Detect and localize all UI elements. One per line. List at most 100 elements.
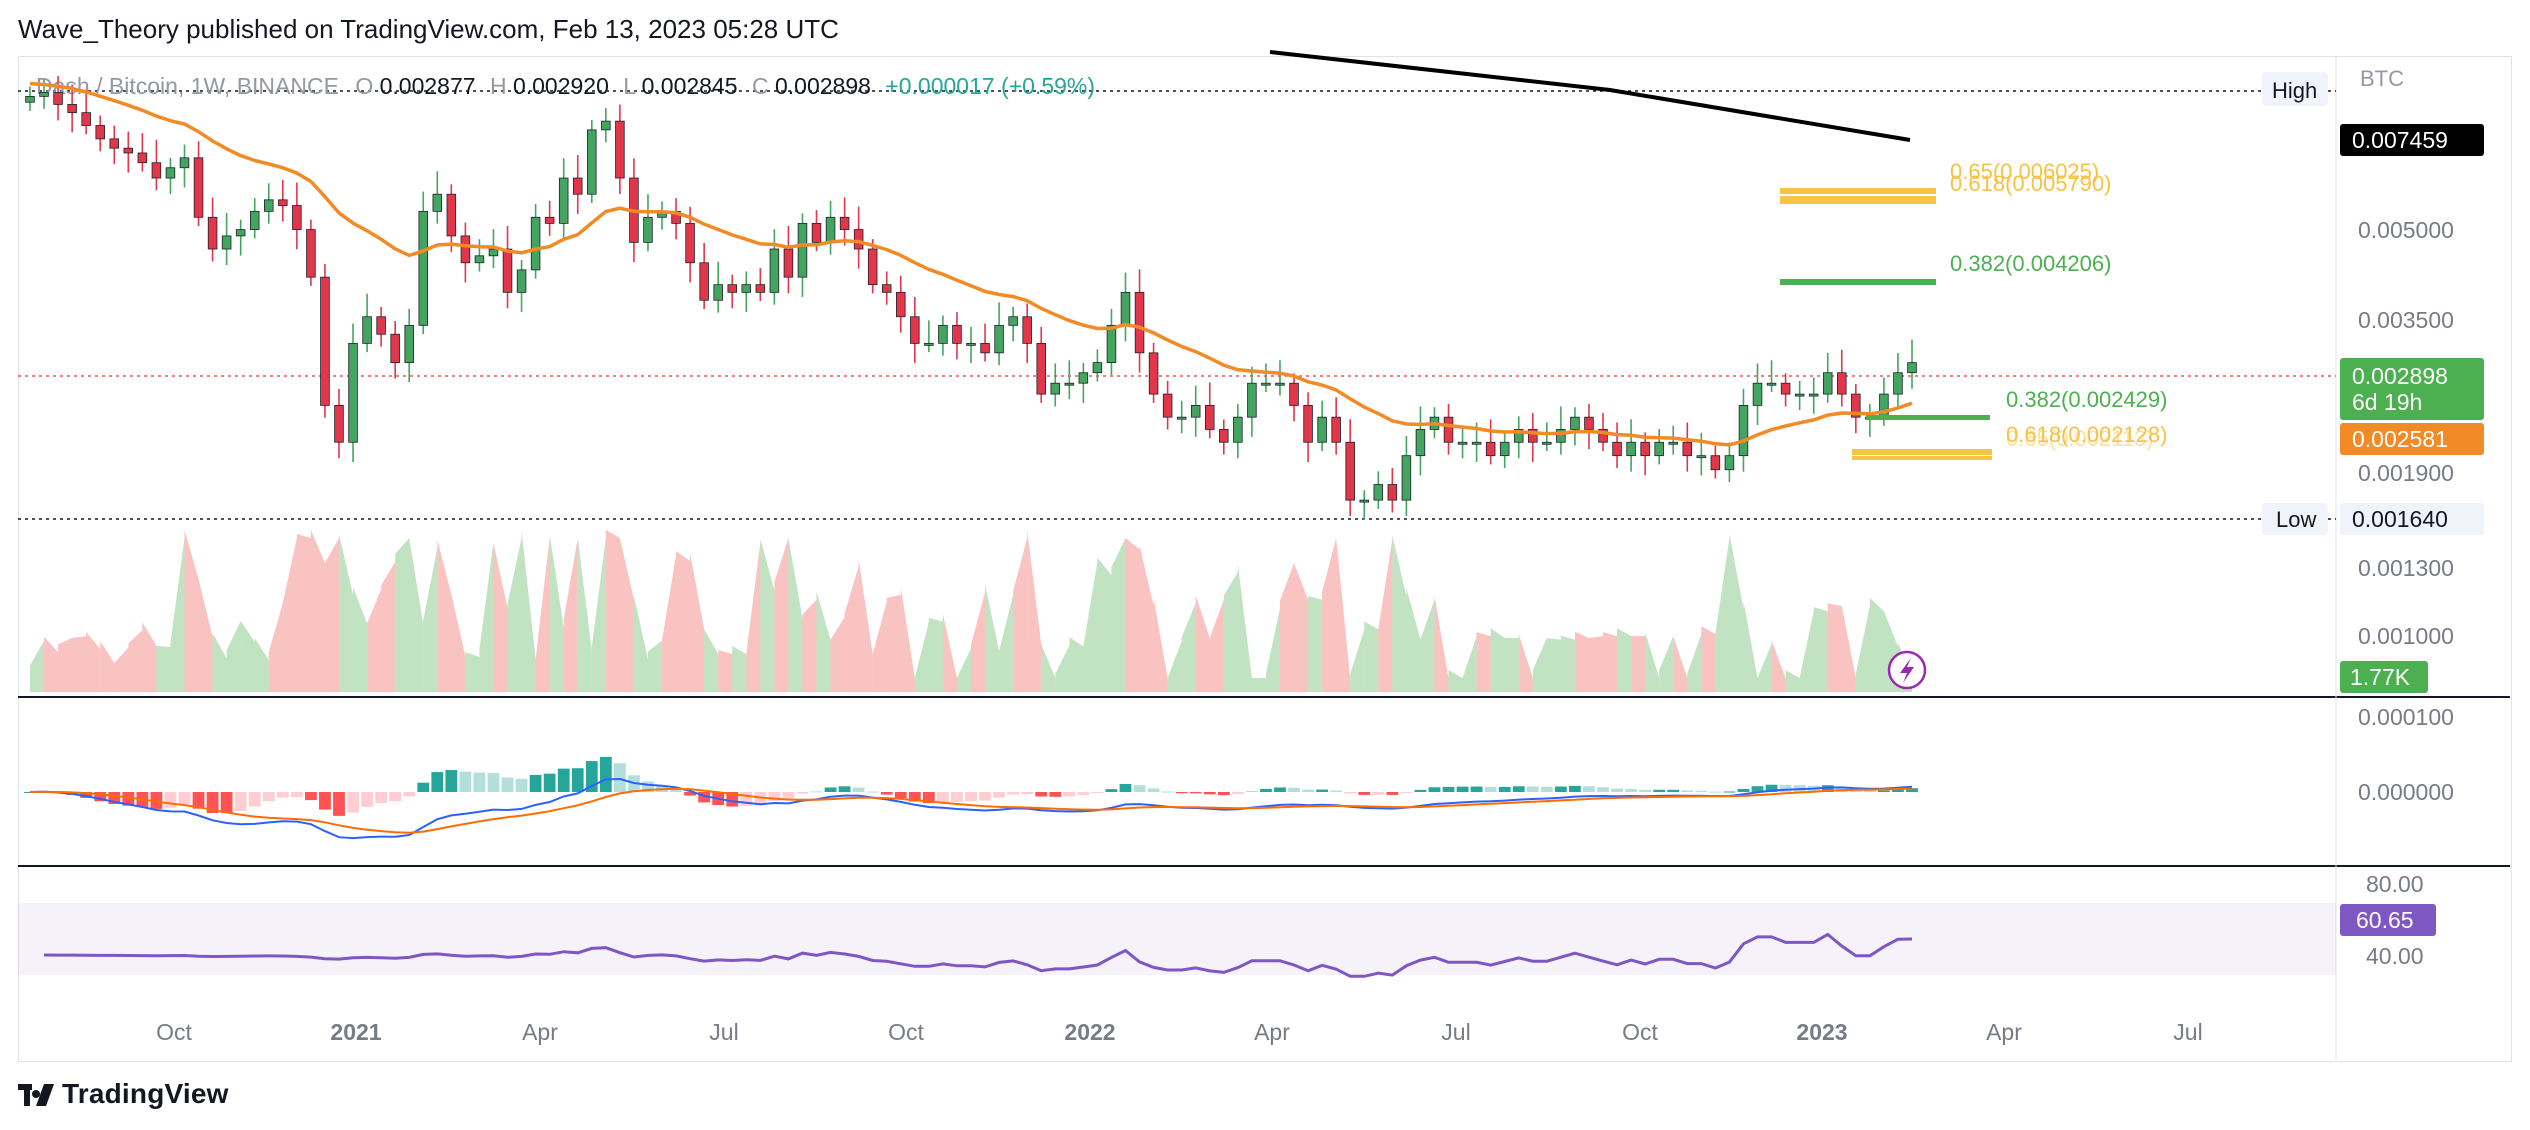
rsi-badge-text: 60.65 xyxy=(2356,907,2414,933)
macd-bar xyxy=(698,792,711,803)
macd-bar xyxy=(585,761,598,792)
volume-segment xyxy=(704,629,719,692)
macd-bar xyxy=(684,792,697,796)
fib-upper-382-bar xyxy=(1780,279,1936,285)
y-tick-label: 0.005000 xyxy=(2358,217,2454,243)
low-badge-label: Low xyxy=(2276,507,2316,532)
macd-bar xyxy=(220,792,233,814)
macd-bar xyxy=(599,756,612,792)
macd-bar xyxy=(1526,786,1539,792)
candle-body xyxy=(783,248,794,278)
volume-segment xyxy=(86,632,101,692)
volume-segment xyxy=(577,538,592,692)
candle-body xyxy=(1612,441,1622,457)
candle-body xyxy=(910,316,920,344)
volume-segment xyxy=(1167,641,1182,692)
candle-body xyxy=(1668,441,1678,445)
macd-bar xyxy=(1512,786,1525,792)
macd-bar xyxy=(1709,791,1722,793)
fib-lower-65-label: 0.65(0.002113) xyxy=(2006,426,2154,451)
macd-bar xyxy=(1625,788,1638,792)
macd-bar xyxy=(1414,789,1427,792)
macd-bar xyxy=(515,778,528,792)
candle-body xyxy=(1528,429,1538,443)
candle-body xyxy=(601,120,611,131)
volume-badge xyxy=(2340,661,2428,693)
candle-body xyxy=(67,104,77,114)
candle-body xyxy=(1050,382,1061,395)
candle-body xyxy=(362,316,372,344)
volume-segment xyxy=(1251,678,1266,692)
volume-segment xyxy=(72,636,87,692)
volume-segment xyxy=(1237,563,1252,692)
candle-body xyxy=(896,291,906,318)
candle-body xyxy=(418,210,429,326)
volume-segment xyxy=(985,584,1000,692)
candle-body xyxy=(502,248,513,293)
macd-bar xyxy=(94,792,107,802)
volume-segment xyxy=(1069,637,1084,692)
candle-body xyxy=(1233,416,1243,443)
rsi-tick-label: 80.00 xyxy=(2366,871,2424,897)
y-tick-label: 0.001900 xyxy=(2358,460,2454,486)
candle-body xyxy=(769,248,780,293)
volume-segment xyxy=(437,539,452,692)
fib-upper-65-bar xyxy=(1780,188,1936,194)
volume-segment xyxy=(1588,636,1604,692)
volume-segment xyxy=(310,530,325,692)
candle-body xyxy=(1752,382,1763,406)
volume-segment xyxy=(142,622,157,692)
x-tick-label: Jul xyxy=(1441,1019,1470,1045)
candle-body xyxy=(1822,372,1833,395)
macd-bar xyxy=(796,792,809,794)
high-badge-bg xyxy=(2262,72,2328,106)
macd-bar xyxy=(838,786,851,792)
macd-bar xyxy=(951,792,963,803)
macd-bar xyxy=(304,792,317,801)
volume-segment xyxy=(1631,636,1646,692)
candle-body xyxy=(811,222,822,243)
candle-body xyxy=(558,177,569,224)
volume-segment xyxy=(1574,631,1589,692)
volume-segment xyxy=(128,630,143,692)
candle-body xyxy=(446,193,457,237)
legend-o: 0.002877 xyxy=(380,73,476,99)
candle-body xyxy=(881,284,892,293)
volume-segment xyxy=(1701,626,1716,692)
macd-bar xyxy=(1878,790,1890,792)
candle-body xyxy=(1176,416,1187,420)
macd-bar xyxy=(670,789,682,792)
candle-body xyxy=(1022,316,1032,344)
lightning-icon[interactable] xyxy=(1887,650,1927,690)
volume-segment xyxy=(1181,602,1196,692)
x-tick-label: Apr xyxy=(522,1019,558,1045)
macd-bar xyxy=(1779,784,1792,792)
tradingview-logo-icon xyxy=(18,1080,55,1108)
macd-bar xyxy=(1091,792,1104,794)
candle-body xyxy=(137,152,148,164)
volume-segment xyxy=(1785,670,1800,692)
volume-segment xyxy=(296,534,311,692)
volume-segment xyxy=(156,645,171,692)
macd-line xyxy=(29,777,1913,840)
candle-body xyxy=(1710,455,1721,471)
volume-segment xyxy=(1799,611,1814,692)
chart-frame[interactable] xyxy=(18,56,2512,1062)
legend-h: 0.002920 xyxy=(513,73,609,99)
candle-body xyxy=(1457,441,1468,445)
macd-bar xyxy=(1021,792,1034,795)
candle-body xyxy=(1106,324,1117,364)
macd-bar xyxy=(1316,789,1329,792)
macd-bar xyxy=(192,792,205,809)
candle-body xyxy=(1640,441,1650,457)
macd-bar xyxy=(866,791,879,793)
candle-body xyxy=(741,284,752,293)
macd-bar xyxy=(276,792,289,798)
chart-svg[interactable]: Dash / Bitcoin, 1W, BINANCE O 0.002877 H… xyxy=(0,0,2530,1070)
macd-bar xyxy=(1821,785,1834,792)
candle-body xyxy=(1036,342,1046,395)
macd-bar xyxy=(150,792,163,809)
volume-segment xyxy=(1841,605,1856,692)
macd-bar xyxy=(1231,792,1244,794)
macd-bar xyxy=(1639,789,1652,792)
